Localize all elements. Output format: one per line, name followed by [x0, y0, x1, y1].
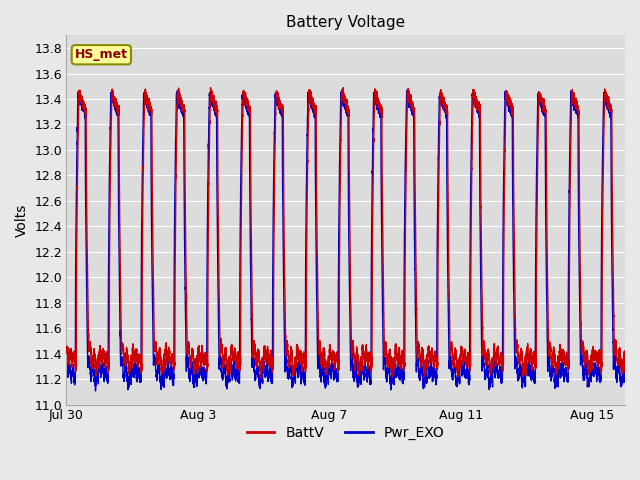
Y-axis label: Volts: Volts [15, 204, 29, 237]
Title: Battery Voltage: Battery Voltage [286, 15, 405, 30]
Legend: BattV, Pwr_EXO: BattV, Pwr_EXO [241, 420, 451, 446]
Text: HS_met: HS_met [75, 48, 128, 61]
